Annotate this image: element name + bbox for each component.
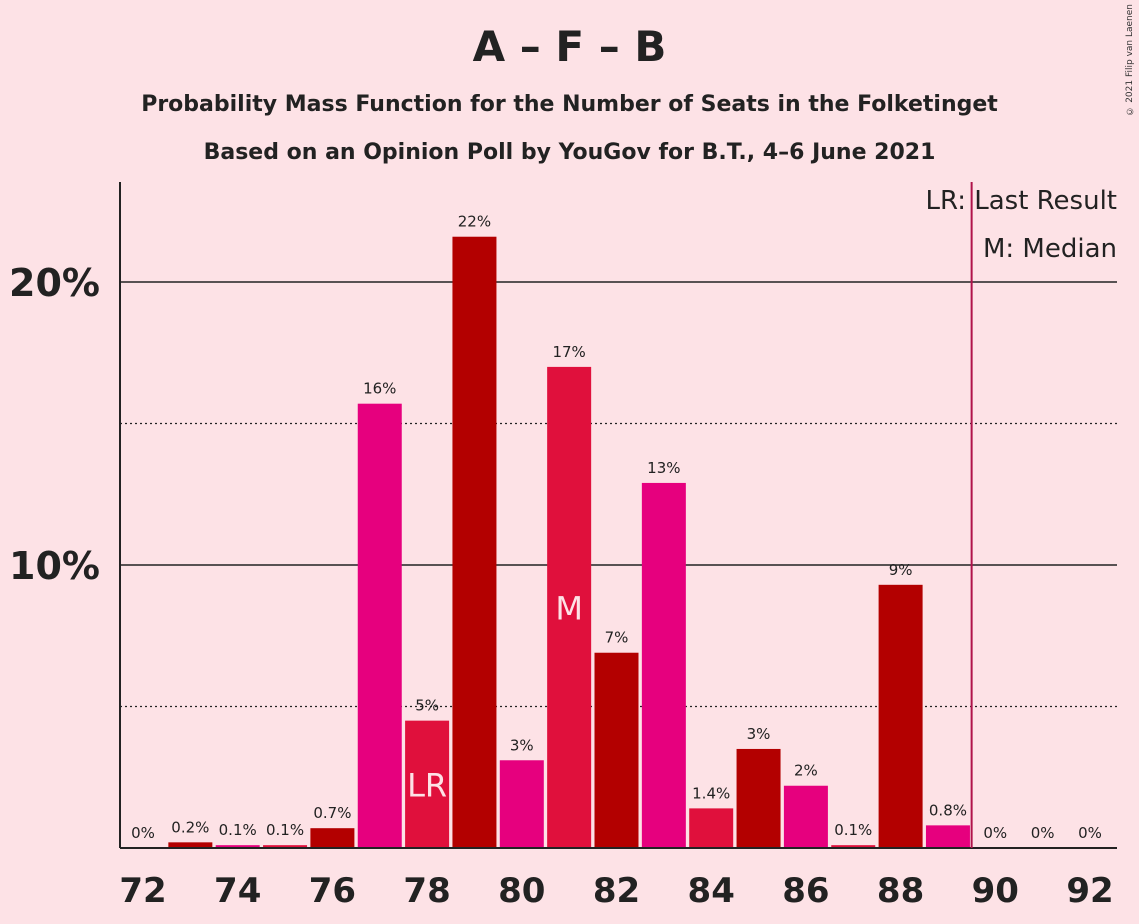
chart-title: A – F – B: [472, 22, 667, 71]
bar-label-seat-92: 0%: [1078, 824, 1102, 842]
bar-seat-83: [641, 482, 686, 848]
bar-label-seat-88: 9%: [889, 561, 913, 579]
x-tick-label: 82: [593, 871, 640, 911]
bar-label-seat-90: 0%: [983, 824, 1007, 842]
legend-median: M: Median: [983, 234, 1117, 264]
bar-seat-73: [168, 842, 213, 848]
bar-seat-84: [689, 808, 734, 848]
bar-labels: 0% 0.2% 0.1% 0.1% 0.7% 16% 5% 22% 3% 17% 7% 13% 1.4%…: [131, 213, 1102, 842]
bar-label-seat-83: 13%: [647, 459, 680, 477]
bar-label-seat-84: 1.4%: [692, 784, 730, 802]
bar-seat-76: [310, 828, 355, 848]
bar-label-seat-87: 0.1%: [834, 821, 872, 839]
x-tick-label: 72: [119, 871, 166, 911]
x-tick-label: 88: [877, 871, 924, 911]
bar-seat-75: [263, 845, 308, 848]
bar-label-seat-76: 0.7%: [313, 804, 351, 822]
bar-label-seat-82: 7%: [605, 629, 629, 647]
x-tick-label: 76: [309, 871, 356, 911]
chart-subtitle: Probability Mass Function for the Number…: [141, 92, 998, 117]
bar-label-seat-78: 5%: [415, 697, 439, 715]
x-tick-label: 74: [214, 871, 261, 911]
bar-seat-88: [878, 584, 923, 848]
grid-lines: [120, 281, 1117, 708]
bar-label-seat-81: 17%: [552, 343, 585, 361]
bar-label-seat-77: 16%: [363, 380, 396, 398]
bar-label-seat-72: 0%: [131, 824, 155, 842]
bar-seat-79: [452, 236, 497, 849]
x-tick-label: 86: [782, 871, 829, 911]
bar-label-seat-85: 3%: [747, 725, 771, 743]
x-tick-label: 78: [403, 871, 450, 911]
bar-label-seat-91: 0%: [1031, 824, 1055, 842]
legend: LR: Last Result M: Median: [925, 186, 1117, 264]
bar-seat-85: [736, 748, 781, 848]
x-tick-label: 90: [972, 871, 1019, 911]
bar-seat-86: [783, 785, 828, 848]
bar-seat-80: [499, 760, 544, 848]
legend-last-result: LR: Last Result: [925, 186, 1117, 216]
bar-label-seat-80: 3%: [510, 736, 534, 754]
last-result-marker: LR: [407, 766, 447, 804]
x-tick-label: 80: [498, 871, 545, 911]
y-tick-label: 20%: [9, 261, 100, 305]
bar-seat-74: [215, 845, 260, 848]
bar-seat-81: [547, 366, 592, 848]
y-tick-label: 10%: [9, 544, 100, 588]
bar-label-seat-73: 0.2%: [171, 818, 209, 836]
bar-seat-77: [357, 403, 402, 848]
bar-seat-78: [405, 720, 450, 848]
bar-label-seat-75: 0.1%: [266, 821, 304, 839]
bar-label-seat-79: 22%: [458, 213, 491, 231]
axes: 10% 20% 72 74 76 78 80 82 84 86 88 90 92: [9, 182, 1117, 911]
bar-label-seat-86: 2%: [794, 762, 818, 780]
x-tick-label: 84: [688, 871, 735, 911]
chart-subtitle-poll: Based on an Opinion Poll by YouGov for B…: [203, 140, 936, 165]
bar-label-seat-74: 0.1%: [219, 821, 257, 839]
bar-seat-89: [925, 825, 970, 848]
median-marker: M: [555, 589, 583, 627]
x-tick-label: 92: [1066, 871, 1113, 911]
bars: [168, 236, 970, 849]
bar-label-seat-89: 0.8%: [929, 801, 967, 819]
bar-seat-82: [594, 652, 639, 848]
bar-seat-87: [831, 845, 876, 848]
